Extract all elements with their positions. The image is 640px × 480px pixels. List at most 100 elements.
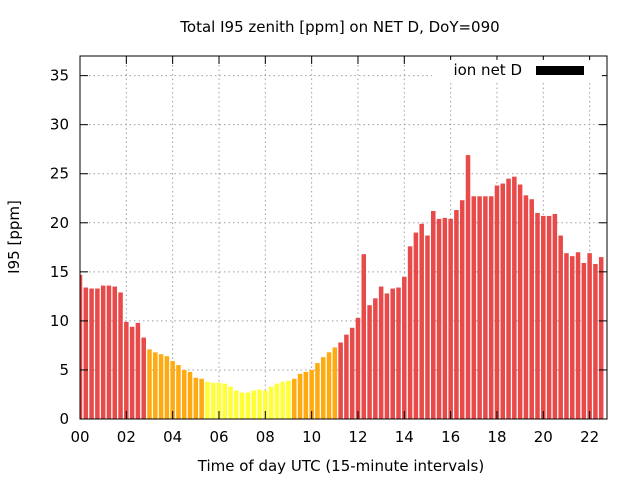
bar <box>228 386 233 419</box>
bar <box>158 354 164 419</box>
bar <box>170 361 175 419</box>
bar <box>419 223 424 419</box>
y-tick-label: 5 <box>59 361 69 379</box>
bar <box>541 215 546 419</box>
bar <box>569 256 575 419</box>
bar <box>315 363 320 419</box>
bar <box>292 378 297 419</box>
bar <box>546 215 552 419</box>
legend-label: ion net D <box>453 61 522 79</box>
bar <box>257 389 262 419</box>
bar <box>407 246 413 419</box>
x-tick-label: 22 <box>580 428 599 446</box>
x-tick-label: 06 <box>209 428 228 446</box>
bar <box>396 287 401 419</box>
bar <box>367 305 372 419</box>
y-tick-label: 25 <box>50 165 69 183</box>
bar <box>523 195 529 419</box>
bar <box>95 288 100 419</box>
bar <box>234 390 239 419</box>
bar <box>488 196 494 419</box>
x-tick-label: 04 <box>163 428 182 446</box>
bar <box>558 235 563 419</box>
y-tick-label: 35 <box>50 67 69 85</box>
bar <box>535 212 540 419</box>
bar <box>332 347 338 419</box>
bar <box>100 285 106 419</box>
bar <box>390 288 395 419</box>
bar <box>216 382 222 419</box>
bar <box>587 253 592 419</box>
y-tick-label: 20 <box>50 214 69 232</box>
x-tick-label: 12 <box>348 428 367 446</box>
bar <box>338 342 343 419</box>
bar <box>500 183 506 419</box>
bar <box>89 288 94 419</box>
bar <box>564 253 569 419</box>
bar <box>193 377 199 419</box>
x-tick-label: 00 <box>70 428 89 446</box>
axes: 0 5 10 15 20 25 30 35 00 02 04 06 08 10 12 14 16 18 20 22 <box>50 56 607 446</box>
bar <box>575 252 581 419</box>
bar <box>199 378 204 419</box>
bar <box>598 257 604 419</box>
bar <box>124 321 129 419</box>
bar <box>471 196 477 419</box>
bar <box>297 373 303 419</box>
bar <box>448 218 453 419</box>
bar <box>483 196 488 419</box>
bar <box>384 293 390 419</box>
bar <box>129 326 135 419</box>
bar <box>494 185 500 419</box>
x-tick-label: 18 <box>487 428 506 446</box>
bar <box>222 383 228 419</box>
x-tick-label: 14 <box>395 428 414 446</box>
bar <box>245 392 251 419</box>
bar <box>286 380 291 419</box>
bar <box>268 386 274 419</box>
bar <box>378 286 384 419</box>
y-tick-label: 15 <box>50 263 69 281</box>
x-tick-label: 16 <box>441 428 460 446</box>
x-tick-label: 20 <box>534 428 553 446</box>
bar <box>280 381 285 419</box>
bar <box>141 337 146 419</box>
bar <box>402 276 407 419</box>
bar <box>112 286 118 419</box>
bar <box>153 352 158 419</box>
chart-title: Total I95 zenith [ppm] on NET D, DoY=090 <box>179 18 499 36</box>
y-tick-label: 10 <box>50 312 69 330</box>
bar <box>413 232 419 419</box>
legend-swatch <box>536 66 584 75</box>
y-tick-label: 0 <box>59 410 69 428</box>
bar <box>436 218 442 419</box>
bar <box>147 349 152 419</box>
y-tick-label: 30 <box>50 116 69 134</box>
bar <box>309 369 314 419</box>
bar <box>477 196 482 419</box>
bar <box>355 317 361 419</box>
bar <box>506 178 511 419</box>
bar <box>320 357 326 419</box>
plot-frame <box>79 55 608 420</box>
bar <box>431 211 436 419</box>
bar <box>164 356 170 419</box>
bar <box>187 371 193 419</box>
bar <box>326 352 332 419</box>
bar <box>251 390 256 419</box>
bar <box>80 274 83 419</box>
bar <box>181 369 187 419</box>
bar <box>263 390 268 419</box>
bar <box>454 210 459 419</box>
bar <box>274 383 280 419</box>
bar <box>442 217 448 419</box>
bar <box>303 371 309 419</box>
bar <box>459 200 465 419</box>
x-tick-label: 02 <box>117 428 136 446</box>
bar <box>135 322 141 419</box>
bar <box>593 263 598 419</box>
bar <box>529 199 534 419</box>
bar <box>552 213 558 419</box>
bar <box>83 287 89 419</box>
